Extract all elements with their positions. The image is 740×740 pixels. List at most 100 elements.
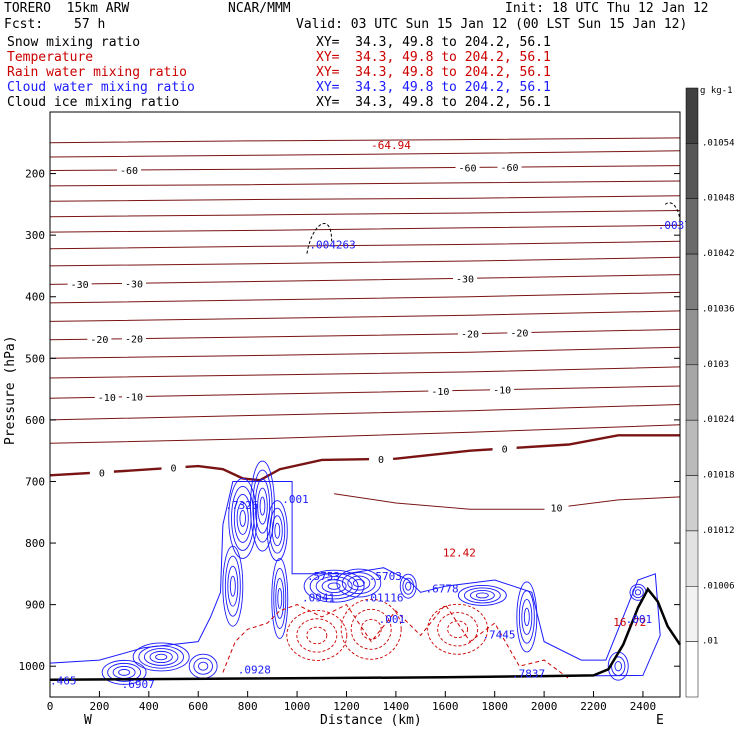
y-tick-label: 300 [25,229,45,242]
cloud-water-envelope [49,481,661,681]
cloud-water-contour [523,607,530,627]
cloud-water-contour [521,598,533,635]
temperature-contour-label: -60 [120,166,138,177]
cloud-water-contour [143,648,179,666]
x-tick-label: 1000 [284,700,311,713]
temperature-contour [49,385,681,399]
cloud-water-contour [469,589,495,601]
cloud-water-contour [112,665,136,679]
x-tick-label: 0 [47,700,54,713]
cloud-water-contour [286,609,348,661]
x-tick-label: 1600 [432,700,459,713]
cloud-water-contour [228,477,258,559]
colorbar-swatch [685,253,699,310]
cloud-water-contour [231,485,255,551]
contour-label-bg [497,161,522,174]
cloud-water-contour [193,657,213,675]
colorbar-tick-label: .0103 [702,360,729,370]
model-title: TORERO 15km ARW [4,1,130,16]
y-tick-label: 400 [25,291,45,304]
contour-label-bg [492,442,517,455]
contour-label-bg [161,461,186,474]
temperature-contour [49,366,681,379]
cloud-water-contour [360,618,382,640]
y-tick-label: 500 [25,352,45,365]
init-label: Init: 18 UTC Thu 12 Jan 12 [505,1,709,16]
cloud-water-contour [399,573,417,599]
maximum-label: .7326 [225,499,258,512]
temperature-contour-label: -30 [71,280,89,291]
temperature-contour-label: -10 [98,393,116,404]
maximum-label: .0928 [238,664,271,677]
y-tick-label: 200 [25,168,45,181]
cloud-water-contour [327,582,341,590]
maximum-label: 16.72 [613,616,646,629]
cloud-water-contour [427,603,489,655]
temperature-contour [49,291,681,304]
cloud-water-contour [149,650,173,664]
plot-frame [49,111,681,698]
cloud-water-contour [306,626,328,645]
temperature-contour-label: 10 [550,504,562,515]
y-tick-label: 900 [25,599,45,612]
cloud-water-contour [296,618,338,653]
colorbar-swatch [685,475,699,532]
x-tick-label: 400 [139,700,159,713]
temperature-contour-label: -20 [125,335,143,346]
cloud-water-contour [336,568,382,598]
cloud-water-contour [303,569,365,603]
temperature-contour [49,150,681,158]
colorbar-tick-label: .01048 [702,194,735,204]
temperature-contour-label: 0 [502,445,508,456]
cloud-water-contour [229,575,236,597]
temperature-contour [49,274,681,285]
cloud-water-contour [271,515,283,547]
y-axis-label: Pressure (hPa) [3,335,18,445]
cloud-water-contour [277,588,283,609]
contour-label-bg [89,466,114,479]
maximum-label: -64.94 [371,139,411,152]
temperature-contour [49,256,681,267]
x-tick-label: 2000 [531,700,558,713]
legend-field: Cloud water mixing ratio [7,80,195,95]
colorbar-tick-label: .01006 [702,581,735,591]
cloud-water-contour [352,579,365,588]
contour-label-bg [369,452,394,465]
cloud-water-contour [250,460,275,552]
colorbar-swatch [685,419,699,476]
colorbar-swatch [685,530,699,587]
contour-label-bg [490,383,515,396]
maximum-label: 12.42 [443,547,476,560]
colorbar-tick-label: .01054 [702,138,735,148]
cloud-water-contour [132,642,190,672]
temperature-contour-label: -20 [510,329,528,340]
temperature-contour-label: 0 [378,455,384,466]
maximum-label: .004263 [309,239,355,252]
temperature-contour-label: -60 [458,163,476,174]
legend-coords: XY= 34.3, 49.8 to 204.2, 56.1 [316,35,551,50]
legend-coords: XY= 34.3, 49.8 to 204.2, 56.1 [316,95,551,110]
cloud-water-contour [405,581,412,591]
maximum-label: .5703 [369,570,402,583]
temperature-contour [49,310,681,322]
temperature-contour [49,137,681,144]
cloud-water-contour [227,565,239,607]
cloud-water-contour [269,507,286,554]
contour-label-bg [67,278,92,291]
colorbar-swatch [685,364,699,421]
cloud-water-contour [475,592,489,599]
cloud-water-contour [274,522,281,539]
temperature-contour-label: -10 [431,387,449,398]
temperature-contour [49,165,681,171]
maximum-label: .001 [282,493,309,506]
maximum-label: .6778 [426,582,459,595]
cloud-water-contour [118,668,131,676]
temperature-contour-label: -30 [456,274,474,285]
contour-label-bg [87,333,112,346]
legend-field: Cloud ice mixing ratio [7,95,180,110]
contour-label-bg [122,277,146,290]
temperature-contour [49,434,680,482]
temperature-contour [49,180,681,187]
temperature-contour-label: 0 [171,464,177,475]
cloud-water-contour [236,501,249,535]
